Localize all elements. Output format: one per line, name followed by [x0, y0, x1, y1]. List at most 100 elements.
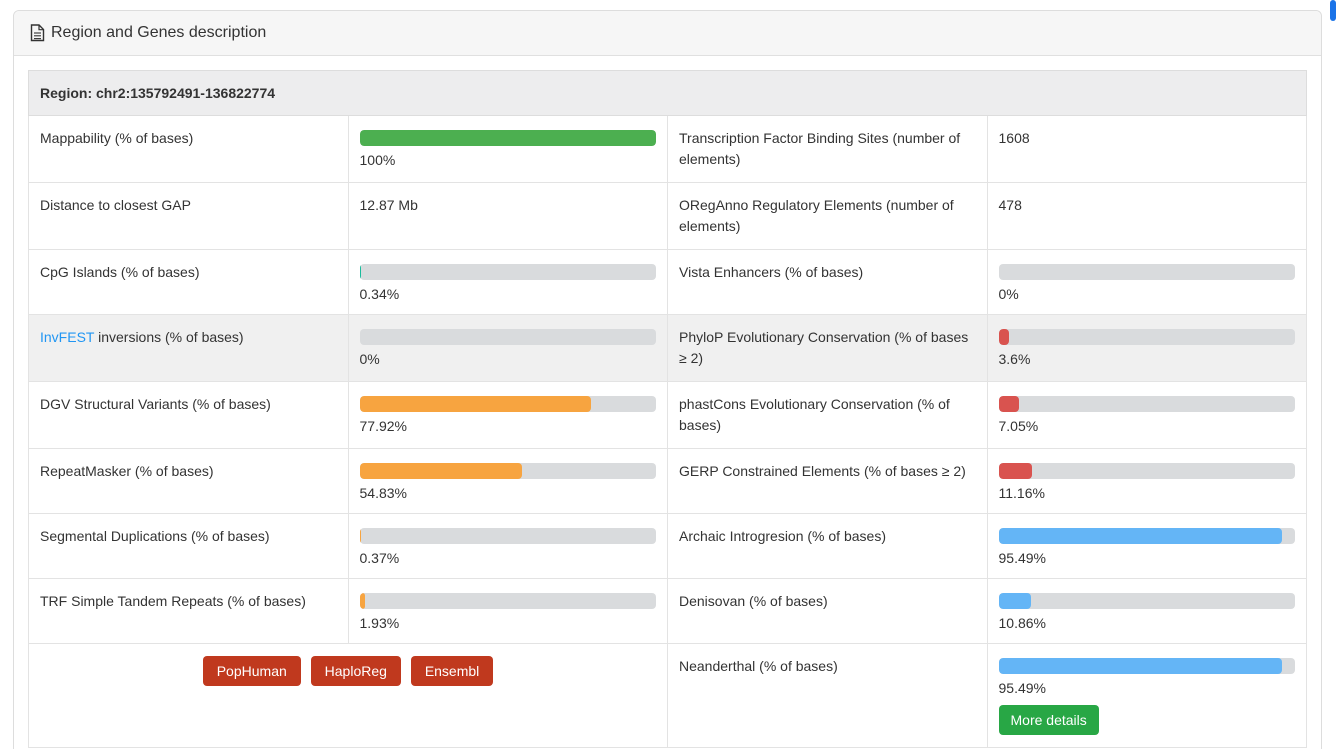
progress-value: 0% — [359, 351, 380, 367]
metric-label-dgv: DGV Structural Variants (% of bases) — [28, 381, 349, 449]
haploreg-button[interactable]: HaploReg — [310, 656, 401, 686]
progress-track — [359, 463, 656, 479]
progress-fill — [998, 658, 1282, 674]
progress-value: 0.37% — [359, 550, 400, 566]
bar-cell: 7.05% — [986, 381, 1307, 449]
table-row-highlighted: InvFEST inversions (% of bases) 0% Phylo… — [28, 314, 1307, 382]
table-row: CpG Islands (% of bases) 0.34% Vista Enh… — [28, 249, 1307, 315]
metric-label-invfest: InvFEST inversions (% of bases) — [28, 314, 349, 382]
ensembl-button[interactable]: Ensembl — [410, 656, 494, 686]
progress-fill — [998, 396, 1020, 412]
progress-track — [998, 264, 1295, 280]
metric-label-neanderthal: Neanderthal (% of bases) — [667, 643, 988, 748]
more-details-button[interactable]: More details — [998, 705, 1099, 735]
scrollbar-thumb[interactable] — [1330, 0, 1336, 21]
metric-label-oreganno: ORegAnno Regulatory Elements (number of … — [667, 182, 988, 250]
bar-cell: 54.83% — [347, 448, 668, 514]
metric-label-invfest-rest: inversions (% of bases) — [94, 329, 244, 345]
metric-label-gap: Distance to closest GAP — [28, 182, 349, 250]
bar-cell: 95.49% — [986, 513, 1307, 579]
region-genes-panel: Region and Genes description Region: chr… — [13, 10, 1322, 749]
progress-track — [998, 463, 1295, 479]
progress-track — [359, 528, 656, 544]
metric-value: 12.87 Mb — [359, 197, 418, 213]
progress-fill — [359, 130, 656, 146]
progress-value: 95.49% — [998, 680, 1046, 696]
document-icon — [30, 24, 45, 42]
metric-value: 1608 — [998, 130, 1030, 146]
value-cell: 1608 — [986, 115, 1307, 183]
region-header: Region: chr2:135792491-136822774 — [28, 70, 1307, 116]
progress-fill — [998, 329, 1010, 345]
progress-track — [998, 396, 1295, 412]
progress-value: 3.6% — [998, 351, 1031, 367]
progress-track — [359, 396, 656, 412]
progress-value: 54.83% — [359, 485, 407, 501]
metric-label-repeatmasker: RepeatMasker (% of bases) — [28, 448, 349, 514]
table-row: Segmental Duplications (% of bases) 0.37… — [28, 513, 1307, 579]
panel-body: Region: chr2:135792491-136822774 Mappabi… — [14, 56, 1321, 749]
metric-label-cpg: CpG Islands (% of bases) — [28, 249, 349, 315]
region-table: Region: chr2:135792491-136822774 Mappabi… — [28, 70, 1307, 748]
progress-track — [359, 593, 656, 609]
progress-track — [359, 130, 656, 146]
bar-cell: 10.86% — [986, 578, 1307, 644]
pophuman-button[interactable]: PopHuman — [202, 656, 301, 686]
metric-label-phastcons: phastCons Evolutionary Conservation (% o… — [667, 381, 988, 449]
bar-cell: 100% — [347, 115, 668, 183]
table-row: TRF Simple Tandem Repeats (% of bases) 1… — [28, 578, 1307, 644]
bar-cell: 77.92% — [347, 381, 668, 449]
invfest-link[interactable]: InvFEST — [40, 329, 95, 345]
table-row: Distance to closest GAP 12.87 Mb ORegAnn… — [28, 182, 1307, 250]
table-row: Mappability (% of bases) 100% Transcript… — [28, 115, 1307, 183]
progress-value: 10.86% — [998, 615, 1046, 631]
progress-track — [359, 329, 656, 345]
progress-fill — [359, 593, 366, 609]
value-cell: 478 — [986, 182, 1307, 250]
metric-label-segdup: Segmental Duplications (% of bases) — [28, 513, 349, 579]
metric-label-archaic: Archaic Introgresion (% of bases) — [667, 513, 988, 579]
bar-cell: 0.37% — [347, 513, 668, 579]
bar-cell: 11.16% — [986, 448, 1307, 514]
bar-cell: 0% — [347, 314, 668, 382]
metric-label-vista: Vista Enhancers (% of bases) — [667, 249, 988, 315]
progress-value: 100% — [359, 152, 396, 168]
progress-value: 95.49% — [998, 550, 1046, 566]
external-links-cell: PopHuman HaploReg Ensembl — [28, 643, 668, 748]
progress-track — [359, 264, 656, 280]
metric-label-denisovan: Denisovan (% of bases) — [667, 578, 988, 644]
bar-cell: 0% — [986, 249, 1307, 315]
progress-track — [998, 528, 1295, 544]
progress-value: 1.93% — [359, 615, 400, 631]
metric-label-tfbs: Transcription Factor Binding Sites (numb… — [667, 115, 988, 183]
metric-label-mappability: Mappability (% of bases) — [28, 115, 349, 183]
bar-cell: 1.93% — [347, 578, 668, 644]
progress-value: 77.92% — [359, 418, 407, 434]
progress-value: 0.34% — [359, 286, 400, 302]
progress-fill — [359, 264, 361, 280]
progress-value: 11.16% — [998, 485, 1045, 501]
progress-fill — [998, 593, 1031, 609]
metric-label-gerp: GERP Constrained Elements (% of bases ≥ … — [667, 448, 988, 514]
metric-value: 478 — [998, 197, 1022, 213]
progress-value: 0% — [998, 286, 1019, 302]
bar-cell: 0.34% — [347, 249, 668, 315]
table-row: PopHuman HaploReg Ensembl Neanderthal (%… — [28, 643, 1307, 748]
panel-title: Region and Genes description — [51, 24, 267, 41]
panel-heading: Region and Genes description — [14, 11, 1321, 56]
value-cell: 12.87 Mb — [347, 182, 668, 250]
progress-fill — [998, 463, 1032, 479]
progress-fill — [359, 396, 591, 412]
metric-label-phylop: PhyloP Evolutionary Conservation (% of b… — [667, 314, 988, 382]
progress-track — [998, 658, 1295, 674]
bar-cell: 3.6% — [986, 314, 1307, 382]
progress-fill — [359, 528, 361, 544]
progress-track — [998, 593, 1295, 609]
metric-label-trf: TRF Simple Tandem Repeats (% of bases) — [28, 578, 349, 644]
progress-fill — [998, 528, 1282, 544]
table-row: DGV Structural Variants (% of bases) 77.… — [28, 381, 1307, 449]
progress-fill — [359, 463, 523, 479]
bar-cell: 95.49% More details — [986, 643, 1307, 748]
progress-track — [998, 329, 1295, 345]
